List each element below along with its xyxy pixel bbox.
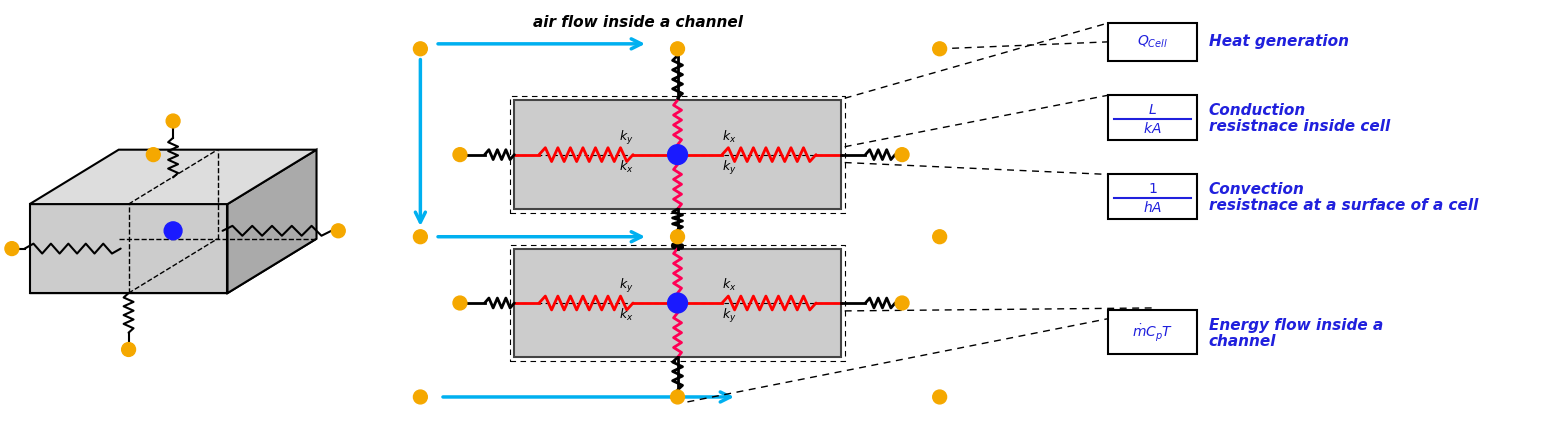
Bar <box>1108 310 1197 354</box>
Bar <box>1108 174 1197 219</box>
Polygon shape <box>29 150 317 204</box>
Bar <box>514 100 840 209</box>
Circle shape <box>122 343 136 357</box>
Circle shape <box>671 42 684 56</box>
Text: $k_x$: $k_x$ <box>722 277 737 293</box>
Text: $1$: $1$ <box>1148 181 1157 195</box>
Circle shape <box>414 390 428 404</box>
Text: air flow inside a channel: air flow inside a channel <box>533 15 743 30</box>
Bar <box>1108 23 1197 61</box>
Text: Heat generation: Heat generation <box>1208 34 1349 49</box>
Circle shape <box>5 242 19 256</box>
Circle shape <box>667 293 688 313</box>
Circle shape <box>933 42 947 56</box>
Text: Conduction: Conduction <box>1208 103 1306 118</box>
Circle shape <box>895 148 908 162</box>
Text: $\dot{m}C_pT$: $\dot{m}C_pT$ <box>1132 322 1173 343</box>
Text: resistnace at a surface of a cell: resistnace at a surface of a cell <box>1208 198 1479 213</box>
Text: $k_y$: $k_y$ <box>620 129 633 147</box>
Text: $k_x$: $k_x$ <box>722 129 737 145</box>
Bar <box>1108 95 1197 140</box>
Text: Convection: Convection <box>1208 182 1304 197</box>
Text: $Q_{Cell}$: $Q_{Cell}$ <box>1137 33 1168 50</box>
Polygon shape <box>227 150 317 293</box>
Circle shape <box>671 390 684 404</box>
Circle shape <box>671 230 684 244</box>
Circle shape <box>147 148 161 162</box>
Text: $k_x$: $k_x$ <box>620 159 633 175</box>
Text: $hA$: $hA$ <box>1143 200 1162 215</box>
Circle shape <box>414 230 428 244</box>
Text: $k_y$: $k_y$ <box>722 159 737 176</box>
Circle shape <box>453 296 467 310</box>
Text: $k_x$: $k_x$ <box>620 307 633 323</box>
Text: resistnace inside cell: resistnace inside cell <box>1208 119 1390 134</box>
Circle shape <box>453 148 467 162</box>
Circle shape <box>414 42 428 56</box>
Text: channel: channel <box>1208 334 1276 349</box>
Bar <box>514 248 840 357</box>
Circle shape <box>933 390 947 404</box>
Circle shape <box>667 145 688 165</box>
Circle shape <box>933 230 947 244</box>
Text: $k_y$: $k_y$ <box>620 277 633 295</box>
Circle shape <box>167 114 181 128</box>
Polygon shape <box>29 204 227 293</box>
Text: $L$: $L$ <box>1148 103 1157 117</box>
Text: Energy flow inside a: Energy flow inside a <box>1208 318 1383 333</box>
Polygon shape <box>29 239 317 293</box>
Circle shape <box>331 224 345 238</box>
Text: $k_y$: $k_y$ <box>722 307 737 325</box>
Text: $kA$: $kA$ <box>1143 121 1162 136</box>
Circle shape <box>164 222 182 240</box>
Circle shape <box>895 296 908 310</box>
